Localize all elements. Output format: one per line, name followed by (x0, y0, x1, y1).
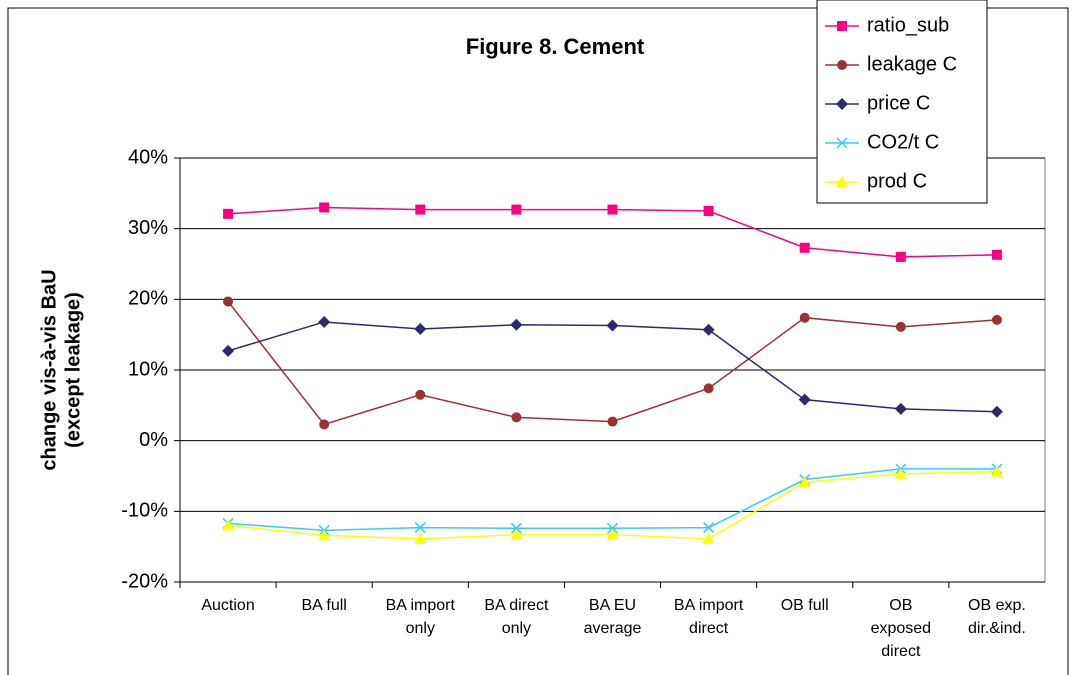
marker (836, 176, 848, 187)
marker (799, 242, 810, 253)
marker (606, 528, 619, 540)
x-tick-label: only (406, 620, 435, 637)
marker (607, 204, 618, 215)
marker (222, 519, 235, 531)
marker (837, 60, 847, 70)
marker (319, 202, 330, 213)
marker (836, 98, 848, 110)
marker (895, 251, 906, 262)
marker (606, 319, 619, 332)
x-tick-label: only (502, 620, 531, 637)
legend-label: CO2/t C (867, 131, 939, 153)
y-tick-label: 30% (128, 217, 168, 239)
y-axis-label: change vis-à-vis BaU (38, 269, 60, 470)
y-tick-label: -20% (121, 570, 168, 592)
marker (511, 204, 522, 215)
marker (703, 522, 715, 534)
x-tick-label: OB full (781, 597, 829, 614)
legend-label: ratio_sub (867, 14, 949, 36)
y-tick-label: -10% (121, 500, 168, 522)
marker (990, 465, 1003, 477)
marker (414, 323, 427, 336)
marker (223, 296, 234, 307)
marker (318, 315, 331, 328)
x-tick-label: BA direct (484, 597, 549, 614)
x-tick-label: direct (689, 620, 729, 637)
x-tick-label: dir.&ind. (968, 620, 1026, 637)
marker (836, 137, 848, 149)
marker (798, 393, 811, 406)
y-axis-label: (except leakage) (62, 292, 84, 448)
marker (414, 532, 427, 544)
marker (222, 344, 235, 357)
marker (991, 249, 1002, 260)
marker (511, 412, 522, 423)
x-tick-label: Auction (201, 597, 254, 614)
legend-label: price C (867, 92, 930, 114)
marker (837, 21, 847, 31)
chart-title: Figure 8. Cement (466, 34, 645, 59)
marker (703, 206, 714, 216)
x-tick-label: OB (889, 597, 912, 614)
x-tick-label: average (584, 620, 642, 637)
marker (510, 522, 522, 534)
marker (223, 208, 234, 219)
marker (319, 419, 330, 430)
x-tick-label: BA import (386, 597, 456, 614)
marker (318, 529, 331, 541)
legend-label: leakage C (867, 53, 957, 75)
marker (606, 522, 619, 534)
marker (702, 532, 715, 544)
marker (799, 312, 810, 323)
marker (703, 383, 714, 394)
marker (798, 476, 811, 488)
marker (415, 389, 426, 400)
y-tick-label: 0% (139, 429, 168, 451)
marker (894, 467, 907, 479)
marker (414, 522, 426, 534)
marker (894, 402, 907, 415)
y-tick-label: 10% (128, 358, 168, 380)
x-tick-label: direct (881, 643, 921, 660)
marker (895, 321, 906, 332)
x-tick-label: exposed (871, 620, 932, 637)
x-tick-label: OB exp. (968, 597, 1026, 614)
legend-label: prod C (867, 170, 927, 192)
marker (607, 416, 618, 427)
x-tick-label: BA import (674, 597, 744, 614)
marker (702, 323, 715, 336)
marker (991, 314, 1002, 325)
y-tick-label: 40% (128, 146, 168, 168)
y-tick-label: 20% (128, 288, 168, 310)
x-tick-label: BA EU (589, 597, 636, 614)
marker (510, 528, 523, 540)
marker (990, 405, 1003, 418)
marker (415, 204, 426, 215)
x-tick-label: BA full (301, 597, 346, 614)
marker (510, 318, 523, 331)
